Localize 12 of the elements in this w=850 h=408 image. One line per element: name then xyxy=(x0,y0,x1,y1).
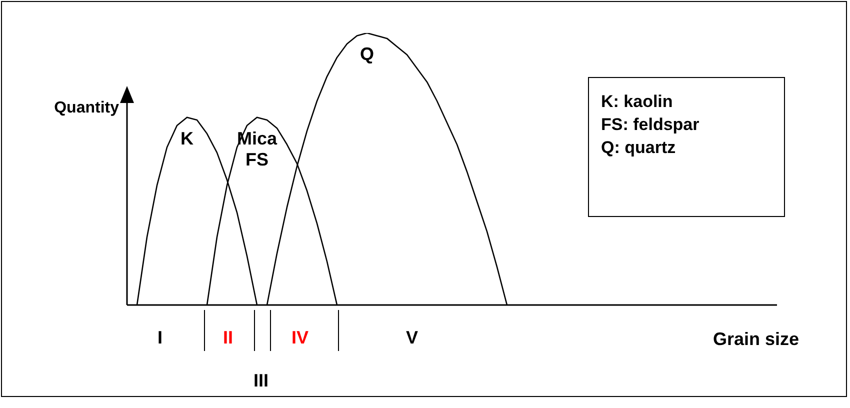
text: II xyxy=(222,328,234,348)
y-axis-title: Quantity xyxy=(54,99,120,116)
text: IV xyxy=(291,328,309,348)
annotation: FS: feldspar xyxy=(601,114,700,136)
text: V xyxy=(406,328,418,348)
annotation: Q: quartz xyxy=(601,137,677,159)
annotation: K: kaolin xyxy=(601,91,674,113)
text: I xyxy=(157,328,163,348)
text: III xyxy=(253,370,269,392)
series-label: K xyxy=(180,128,194,148)
x-axis-title: Grain size xyxy=(713,328,800,349)
series-label: Q xyxy=(360,44,374,64)
